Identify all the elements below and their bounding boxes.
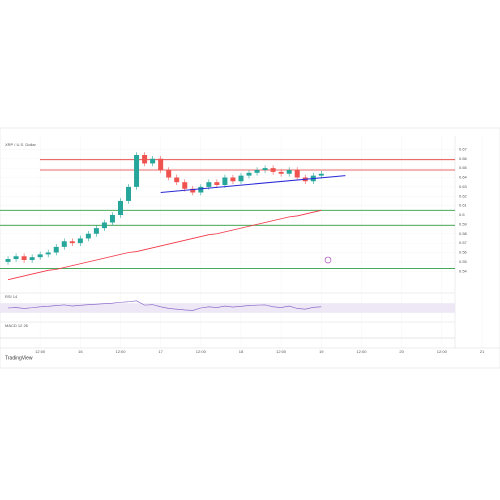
- y-tick-label: 0.58: [459, 231, 468, 236]
- candle-body: [182, 182, 188, 189]
- y-tick-label: 0.65: [459, 165, 468, 170]
- x-tick-label: 20: [399, 349, 404, 354]
- candle-body: [150, 158, 156, 164]
- x-tick-label: 12:00: [276, 349, 287, 354]
- y-tick-label: 0.59: [459, 221, 468, 226]
- trendline: [160, 175, 346, 194]
- candle-body: [214, 182, 220, 185]
- rsi-line: [8, 300, 322, 311]
- candle-body: [278, 171, 284, 174]
- candle-body: [246, 172, 252, 176]
- rsi-label: RSI 14: [5, 294, 18, 299]
- y-tick-label: 0.67: [459, 146, 468, 151]
- x-tick-label: 12:00: [35, 349, 46, 354]
- candle-body: [142, 155, 148, 164]
- candle-body: [13, 256, 19, 260]
- y-tick-label: 0.6: [459, 212, 465, 217]
- candle-body: [21, 256, 27, 260]
- candle-body: [85, 233, 91, 239]
- candle-body: [69, 241, 75, 244]
- candle-body: [5, 259, 11, 262]
- candle-body: [29, 257, 35, 260]
- candle-body: [190, 188, 196, 193]
- candle-body: [126, 186, 132, 201]
- candle-body: [166, 170, 172, 178]
- rsi-band: [0, 303, 455, 313]
- candle-body: [158, 158, 164, 170]
- candle-body: [45, 252, 51, 255]
- x-tick-label: 21: [480, 349, 485, 354]
- x-tick-label: 12:00: [196, 349, 207, 354]
- candle-body: [254, 170, 260, 173]
- macd-label: MACD 12 26: [5, 323, 29, 328]
- y-tick-label: 0.61: [459, 203, 468, 208]
- x-tick-label: 19: [319, 349, 324, 354]
- candle-body: [117, 200, 123, 215]
- candle-body: [230, 177, 236, 182]
- x-tick-label: 18: [239, 349, 244, 354]
- x-tick-label: 12:00: [356, 349, 367, 354]
- x-tick-label: 17: [158, 349, 163, 354]
- candle-body: [93, 228, 99, 234]
- y-tick-label: 0.55: [459, 259, 468, 264]
- x-tick-label: 12:00: [437, 349, 448, 354]
- y-tick-label: 0.56: [459, 250, 468, 255]
- x-tick-label: 16: [78, 349, 83, 354]
- y-tick-label: 0.63: [459, 184, 468, 189]
- y-tick-label: 0.62: [459, 193, 468, 198]
- candle-body: [37, 254, 43, 258]
- frame: [0, 127, 500, 369]
- candle-body: [134, 155, 140, 187]
- candle-body: [61, 241, 67, 247]
- candle-body: [262, 168, 268, 170]
- candle-body: [101, 222, 107, 229]
- candle-body: [174, 177, 180, 183]
- event-icon: [324, 256, 332, 264]
- sma-line: [7, 209, 322, 281]
- chart-title: XRP / U.S. Dollar: [5, 142, 36, 147]
- candle-body: [286, 170, 292, 174]
- candle-body: [222, 177, 228, 185]
- candle-body: [109, 215, 115, 223]
- y-tick-label: 0.57: [459, 240, 468, 245]
- candle-body: [294, 170, 300, 178]
- candle-body: [270, 168, 276, 172]
- candle-body: [77, 238, 83, 244]
- candle-body: [53, 246, 59, 253]
- y-tick-label: 0.64: [459, 175, 468, 180]
- candle-body: [198, 186, 204, 193]
- candle-body: [238, 175, 244, 182]
- candle-body: [318, 173, 324, 176]
- watermark: TradingView: [5, 355, 33, 361]
- candle-body: [206, 182, 212, 187]
- y-tick-label: 0.54: [459, 268, 468, 273]
- y-tick-label: 0.66: [459, 156, 468, 161]
- x-tick-label: 12:00: [115, 349, 126, 354]
